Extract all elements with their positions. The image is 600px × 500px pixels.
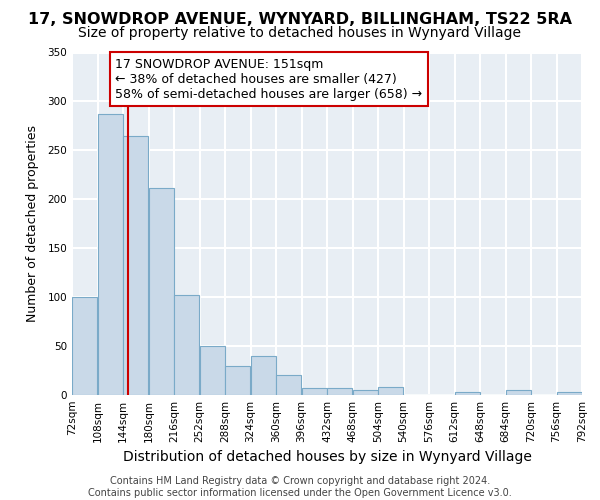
Bar <box>353 390 378 395</box>
Text: Contains HM Land Registry data © Crown copyright and database right 2024.
Contai: Contains HM Land Registry data © Crown c… <box>88 476 512 498</box>
Bar <box>200 346 225 395</box>
Bar <box>557 392 582 395</box>
Text: Size of property relative to detached houses in Wynyard Village: Size of property relative to detached ho… <box>79 26 521 40</box>
Bar <box>123 136 148 395</box>
Text: 17, SNOWDROP AVENUE, WYNYARD, BILLINGHAM, TS22 5RA: 17, SNOWDROP AVENUE, WYNYARD, BILLINGHAM… <box>28 12 572 28</box>
Bar <box>72 297 97 395</box>
Bar <box>302 388 327 395</box>
Bar <box>327 388 352 395</box>
Bar <box>506 390 531 395</box>
Bar <box>174 295 199 395</box>
Bar <box>98 114 123 395</box>
Bar <box>149 188 174 395</box>
Bar <box>276 376 301 395</box>
Bar <box>225 366 250 395</box>
X-axis label: Distribution of detached houses by size in Wynyard Village: Distribution of detached houses by size … <box>122 450 532 464</box>
Text: 17 SNOWDROP AVENUE: 151sqm
← 38% of detached houses are smaller (427)
58% of sem: 17 SNOWDROP AVENUE: 151sqm ← 38% of deta… <box>115 58 422 100</box>
Y-axis label: Number of detached properties: Number of detached properties <box>26 125 39 322</box>
Bar <box>251 356 276 395</box>
Bar <box>455 392 480 395</box>
Bar <box>378 387 403 395</box>
